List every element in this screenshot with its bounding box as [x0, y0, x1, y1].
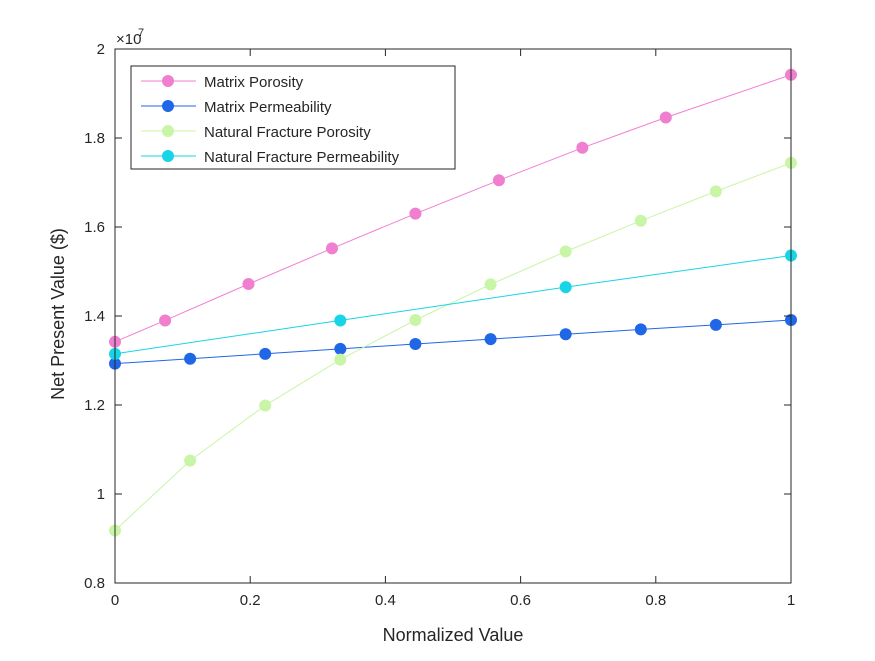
y-tick-label: 1.4 — [84, 308, 105, 325]
y-tick-label: 1 — [97, 486, 105, 503]
x-tick-label: 0.6 — [510, 592, 531, 609]
legend-label-natural-fracture-permeability: Natural Fracture Permeability — [204, 149, 400, 166]
data-point-matrix-permeability — [559, 328, 572, 341]
y-tick-label: 1.8 — [84, 130, 105, 147]
series-matrix-permeability — [109, 314, 797, 370]
legend-entry-natural-fracture-permeability: Natural Fracture Permeability — [141, 149, 400, 166]
legend-marker-matrix-porosity — [162, 75, 174, 87]
data-point-natural-fracture-permeability — [334, 314, 347, 327]
data-point-natural-fracture-porosity — [559, 245, 572, 258]
y-exponent-base: ×10 — [116, 31, 141, 48]
x-tick-label: 0.8 — [645, 592, 666, 609]
legend-label-natural-fracture-porosity: Natural Fracture Porosity — [204, 124, 371, 141]
data-point-matrix-porosity — [576, 141, 589, 154]
legend-entry-matrix-permeability: Matrix Permeability — [141, 99, 332, 116]
x-axis-label: Normalized Value — [383, 625, 524, 645]
data-point-matrix-permeability — [409, 338, 422, 351]
data-point-natural-fracture-porosity — [184, 454, 197, 467]
data-point-natural-fracture-permeability — [559, 281, 572, 294]
data-point-natural-fracture-porosity — [259, 399, 272, 412]
data-point-matrix-porosity — [159, 314, 172, 327]
data-point-matrix-porosity — [492, 174, 505, 187]
legend-entry-natural-fracture-porosity: Natural Fracture Porosity — [141, 124, 371, 141]
x-tick-label: 0 — [111, 592, 119, 609]
data-point-matrix-permeability — [334, 342, 347, 355]
series-matrix-porosity — [109, 68, 797, 348]
data-point-matrix-permeability — [184, 352, 197, 365]
y-exponent-power: 7 — [138, 27, 144, 39]
data-point-natural-fracture-porosity — [484, 278, 497, 291]
y-axis-label: Net Present Value ($) — [48, 228, 68, 400]
data-point-natural-fracture-porosity — [709, 185, 722, 198]
legend-entry-matrix-porosity: Matrix Porosity — [141, 74, 304, 91]
y-tick-label: 1.6 — [84, 219, 105, 236]
legend-marker-natural-fracture-porosity — [162, 125, 174, 137]
data-point-natural-fracture-porosity — [334, 353, 347, 366]
axes-layer: 0 0.2 0.4 0.6 0.8 1 0.8 1 1.2 1.4 1.6 1.8 2 — [84, 41, 795, 609]
series-line-matrix-permeability — [114, 319, 792, 365]
legend-marker-natural-fracture-permeability — [162, 150, 174, 162]
data-point-matrix-porosity — [409, 207, 422, 220]
y-tick-label: 1.2 — [84, 397, 105, 414]
data-point-matrix-porosity — [325, 242, 338, 255]
data-point-natural-fracture-porosity — [634, 214, 647, 227]
data-point-matrix-permeability — [634, 323, 647, 336]
legend: Matrix Porosity Matrix Permeability Natu… — [130, 65, 456, 170]
x-tick-label: 0.4 — [375, 592, 396, 609]
y-tick-label: 2 — [97, 41, 105, 58]
legend-marker-matrix-permeability — [162, 100, 174, 112]
series-line-natural-fracture-porosity — [114, 162, 792, 531]
data-point-matrix-permeability — [484, 333, 497, 346]
series-line-natural-fracture-permeability — [114, 255, 792, 355]
data-point-matrix-permeability — [709, 318, 722, 331]
data-point-matrix-porosity — [659, 111, 672, 124]
legend-label-matrix-porosity: Matrix Porosity — [204, 74, 304, 91]
data-point-natural-fracture-porosity — [409, 314, 422, 327]
series-layer — [109, 68, 797, 537]
data-point-matrix-permeability — [259, 347, 272, 360]
x-tick-label: 1 — [787, 592, 795, 609]
x-tick-label: 0.2 — [240, 592, 261, 609]
legend-label-matrix-permeability: Matrix Permeability — [204, 99, 332, 116]
legend-box — [130, 65, 456, 170]
data-point-matrix-porosity — [242, 277, 255, 290]
y-tick-label: 0.8 — [84, 575, 105, 592]
series-natural-fracture-permeability — [109, 249, 797, 360]
